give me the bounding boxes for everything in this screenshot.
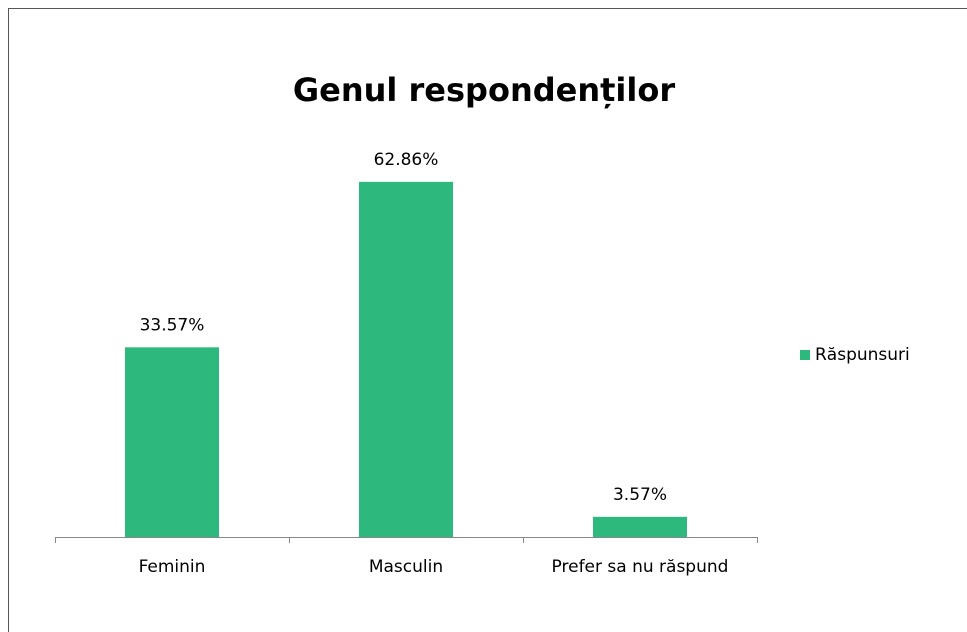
data-label: 3.57% <box>613 485 667 505</box>
x-tick-label: Feminin <box>139 557 206 577</box>
x-tick-label: Prefer sa nu răspund <box>552 557 729 577</box>
bar <box>359 181 453 537</box>
x-tick-label: Masculin <box>369 557 443 577</box>
data-label: 62.86% <box>374 150 439 170</box>
chart-title: Genul respondenților <box>293 71 675 109</box>
legend-swatch <box>800 350 810 360</box>
chart-frame <box>8 8 967 632</box>
bar <box>125 347 219 537</box>
data-label: 33.57% <box>140 315 205 335</box>
bar <box>593 516 687 537</box>
legend-label: Răspunsuri <box>815 345 910 365</box>
